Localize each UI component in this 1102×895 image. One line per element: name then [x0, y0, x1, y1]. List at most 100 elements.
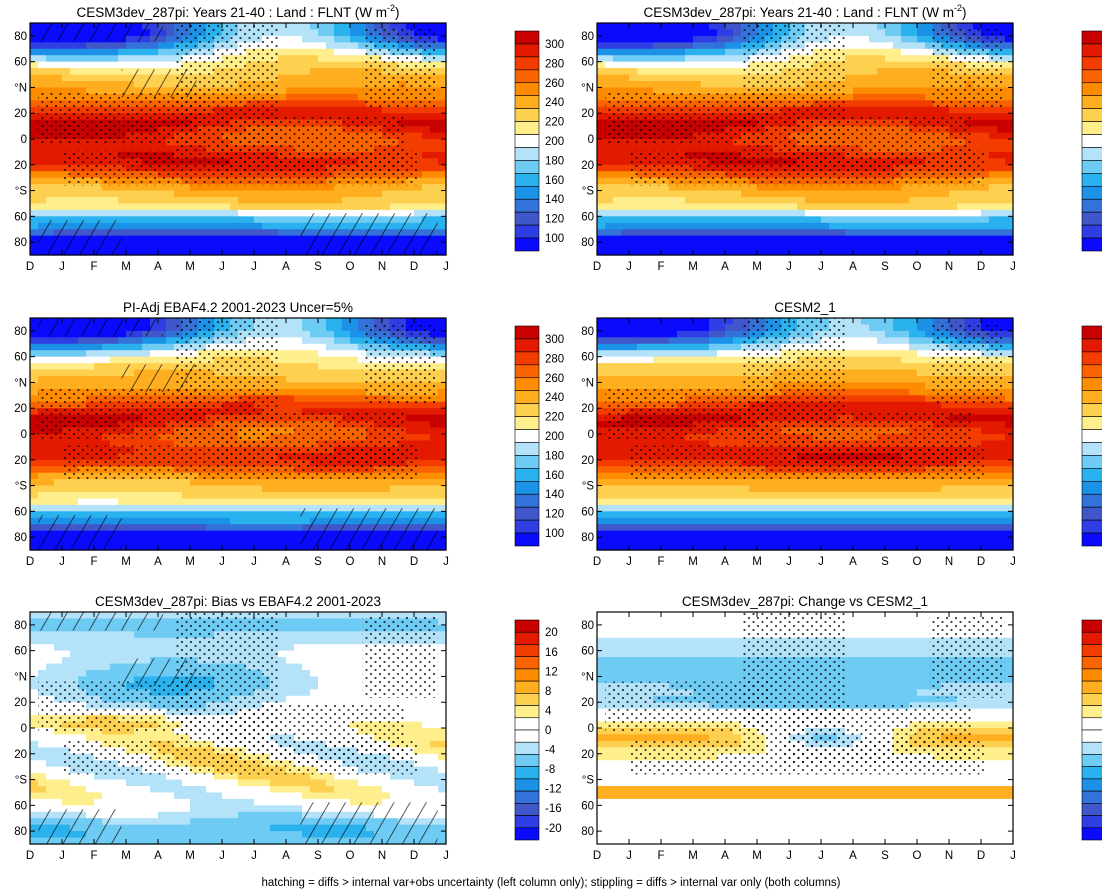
heatmap-cell — [901, 61, 910, 69]
heatmap-cell — [637, 209, 646, 217]
heatmap-cell — [821, 242, 830, 250]
colorbar-swatch — [1081, 211, 1102, 226]
heatmap-cell — [206, 537, 215, 545]
heatmap-cell — [989, 171, 998, 179]
heatmap-cell — [318, 197, 327, 205]
heatmap-cell — [150, 485, 159, 493]
heatmap-cell — [398, 203, 407, 211]
colorbar-label: 280 — [545, 58, 564, 70]
heatmap-cell — [166, 248, 175, 256]
heatmap-cell — [925, 209, 934, 217]
heatmap-cell — [909, 29, 918, 37]
heatmap-cell — [877, 93, 886, 101]
heatmap-cell — [94, 42, 103, 50]
heatmap-cell — [933, 209, 942, 217]
heatmap-cell — [597, 48, 606, 56]
heatmap-cell — [957, 229, 966, 237]
heatmap-cell — [206, 479, 215, 487]
heatmap-cell — [597, 158, 606, 166]
heatmap-cell — [54, 459, 63, 467]
heatmap-cell — [30, 421, 39, 429]
heatmap-cell — [621, 184, 630, 192]
heatmap-cell — [861, 248, 870, 256]
heatmap-cell — [1005, 190, 1014, 198]
heatmap-cell — [701, 242, 710, 250]
heatmap-cell — [102, 55, 111, 63]
heatmap-cell — [653, 42, 662, 50]
heatmap-cell — [414, 23, 423, 31]
heatmap-cell — [661, 222, 670, 230]
heatmap-cell — [86, 55, 95, 63]
heatmap-cell — [414, 177, 423, 185]
heatmap-cell — [997, 242, 1006, 250]
heatmap-cell — [773, 229, 782, 237]
heatmap-cell — [158, 517, 167, 525]
hatch-region — [38, 220, 122, 255]
heatmap-cell — [901, 190, 910, 198]
heatmap-cell — [334, 55, 343, 63]
heatmap-cell — [893, 68, 902, 76]
heatmap-cell — [334, 190, 343, 198]
heatmap-cell — [46, 171, 55, 179]
heatmap-cell — [318, 100, 327, 108]
heatmap-cell — [989, 126, 998, 134]
heatmap-cell — [182, 222, 191, 230]
heatmap-cell — [877, 35, 886, 43]
heatmap-cell — [869, 222, 878, 230]
heatmap-cell — [118, 209, 127, 217]
heatmap-cell — [78, 511, 87, 519]
heatmap-cell — [150, 530, 159, 538]
heatmap-cell — [142, 248, 151, 256]
heatmap-cell — [917, 190, 926, 198]
heatmap-cell — [198, 235, 207, 243]
heatmap-cell — [190, 197, 199, 205]
heatmap-cell — [134, 337, 143, 345]
heatmap-cell — [174, 498, 183, 506]
heatmap-cell — [965, 190, 974, 198]
heatmap-cell — [885, 209, 894, 217]
heatmap-cell — [1005, 139, 1014, 147]
heatmap-cell — [230, 498, 239, 506]
heatmap-cell — [174, 197, 183, 205]
heatmap-cell — [118, 504, 127, 512]
heatmap-cell — [909, 235, 918, 243]
heatmap-cell — [286, 184, 295, 192]
heatmap-cell — [54, 197, 63, 205]
heatmap-cell — [134, 203, 143, 211]
heatmap-cell — [438, 29, 447, 37]
heatmap-cell — [645, 29, 654, 37]
colorbar-label: 200 — [545, 136, 564, 148]
heatmap-cell — [773, 209, 782, 217]
heatmap-cell — [358, 74, 367, 82]
heatmap-cell — [829, 242, 838, 250]
heatmap-cell — [917, 74, 926, 82]
heatmap-cell — [326, 203, 335, 211]
heatmap-cell — [1005, 42, 1014, 50]
stipple-region — [630, 150, 984, 186]
heatmap-cell — [909, 48, 918, 56]
heatmap-cell — [134, 184, 143, 192]
heatmap-cell — [861, 29, 870, 37]
heatmap-cell — [278, 190, 287, 198]
heatmap-cell — [278, 197, 287, 205]
heatmap-cell — [238, 242, 247, 250]
heatmap-cell — [861, 222, 870, 230]
heatmap-cell — [38, 440, 47, 448]
heatmap-cell — [901, 87, 910, 95]
heatmap-cell — [909, 61, 918, 69]
heatmap-cell — [254, 242, 263, 250]
heatmap-cell — [773, 216, 782, 224]
heatmap-cell — [358, 55, 367, 63]
heatmap-cell — [789, 222, 798, 230]
heatmap-cell — [717, 35, 726, 43]
heatmap-cell — [685, 229, 694, 237]
heatmap-cell — [182, 203, 191, 211]
heatmap-cell — [725, 87, 734, 95]
heatmap-cell — [909, 74, 918, 82]
heatmap-cell — [613, 171, 622, 179]
heatmap-cell — [414, 119, 423, 127]
heatmap-cell — [62, 81, 71, 89]
heatmap-cell — [829, 197, 838, 205]
heatmap-cell — [334, 42, 343, 50]
heatmap-cell — [110, 197, 119, 205]
